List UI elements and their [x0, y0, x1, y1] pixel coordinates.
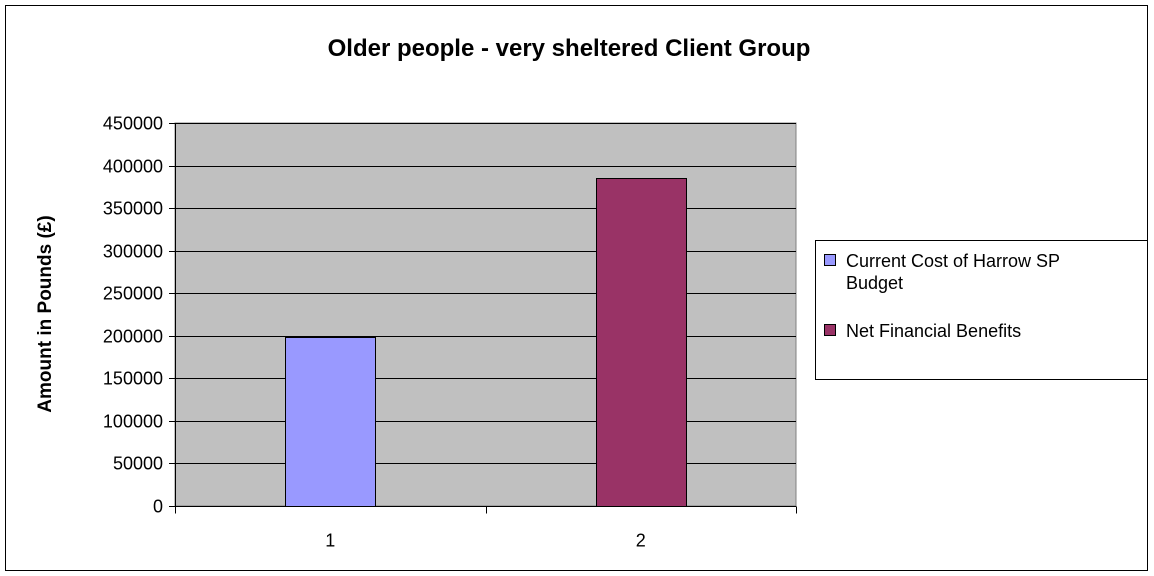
y-tick-label: 0: [153, 497, 163, 517]
legend-label: Net Financial Benefits: [846, 321, 1021, 341]
y-axis-label: Amount in Pounds (£): [35, 215, 56, 412]
bar: [596, 178, 687, 507]
x-tick-label: 2: [636, 531, 646, 551]
legend-box: [815, 240, 1148, 380]
y-tick-label: 450000: [103, 114, 163, 134]
bars: [285, 178, 687, 507]
chart-title: Older people - very sheltered Client Gro…: [328, 35, 811, 62]
y-tick-label: 200000: [103, 327, 163, 347]
plot-area: [174, 122, 797, 507]
legend-entry: Net Financial Benefits: [824, 321, 1021, 341]
gridlines: [175, 123, 796, 464]
legend-entry: Current Cost of Harrow SP Budget: [824, 251, 1060, 293]
y-tick-label: 150000: [103, 369, 163, 389]
legend-swatch: [824, 254, 836, 266]
bar: [285, 337, 376, 507]
y-tick-label: 400000: [103, 157, 163, 177]
y-tick-label: 350000: [103, 199, 163, 219]
y-tick-label: 50000: [113, 454, 163, 474]
y-axis: 0 50000 100000 150000 200000 250000 300000 3500…: [103, 114, 176, 517]
x-tick-label: 1: [325, 531, 335, 551]
y-tick-label: 250000: [103, 284, 163, 304]
legend-swatch: [824, 324, 836, 336]
legend: Current Cost of Harrow SP Budget Net Finan…: [815, 240, 1148, 380]
legend-label: Current Cost of Harrow SP Budget: [846, 251, 1060, 293]
y-tick-label: 100000: [103, 412, 163, 432]
y-tick-label: 300000: [103, 242, 163, 262]
